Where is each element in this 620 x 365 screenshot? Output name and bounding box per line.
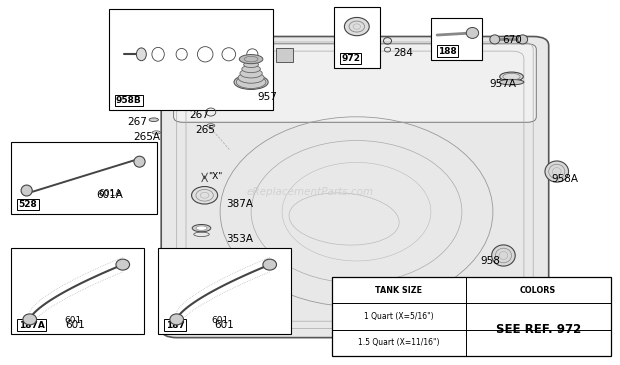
Ellipse shape <box>345 18 369 36</box>
Text: 601A: 601A <box>98 189 122 198</box>
Text: 601: 601 <box>64 316 82 324</box>
Text: eReplacementParts.com: eReplacementParts.com <box>246 187 374 197</box>
Text: 601: 601 <box>214 320 234 330</box>
Text: 957: 957 <box>257 92 277 102</box>
Ellipse shape <box>136 48 146 61</box>
Text: 601: 601 <box>65 320 85 330</box>
Ellipse shape <box>238 72 264 83</box>
Bar <box>276 48 293 62</box>
Text: 267: 267 <box>189 110 209 120</box>
Ellipse shape <box>490 35 500 44</box>
FancyBboxPatch shape <box>161 36 549 338</box>
Text: 957A: 957A <box>490 79 517 89</box>
Text: 670: 670 <box>502 35 522 45</box>
Ellipse shape <box>500 72 523 81</box>
Text: SEE REF. 972: SEE REF. 972 <box>495 323 581 336</box>
Text: COLORS: COLORS <box>520 286 556 295</box>
Ellipse shape <box>240 69 262 78</box>
Bar <box>11 248 144 334</box>
Ellipse shape <box>234 75 268 89</box>
Bar <box>334 7 380 68</box>
Ellipse shape <box>263 259 277 270</box>
Text: 265: 265 <box>195 124 215 135</box>
Text: 265A: 265A <box>133 132 161 142</box>
Ellipse shape <box>242 65 260 73</box>
FancyBboxPatch shape <box>174 44 536 122</box>
Ellipse shape <box>170 314 184 325</box>
Bar <box>108 9 273 109</box>
Text: 958A: 958A <box>552 174 579 184</box>
Text: 188: 188 <box>438 47 457 56</box>
Text: 528: 528 <box>19 200 37 209</box>
Ellipse shape <box>244 62 259 68</box>
Text: 187: 187 <box>166 320 184 330</box>
Bar <box>11 142 157 214</box>
Ellipse shape <box>23 314 37 325</box>
Text: 601A: 601A <box>96 190 123 200</box>
Ellipse shape <box>149 118 159 122</box>
Ellipse shape <box>196 226 207 230</box>
Ellipse shape <box>116 259 130 270</box>
Ellipse shape <box>134 156 145 167</box>
Bar <box>332 277 611 356</box>
Text: 353A: 353A <box>226 234 254 244</box>
Ellipse shape <box>492 245 515 266</box>
Ellipse shape <box>239 54 263 64</box>
Ellipse shape <box>192 224 211 232</box>
Text: 958: 958 <box>480 256 500 266</box>
Text: 284: 284 <box>394 48 414 58</box>
Ellipse shape <box>499 79 524 85</box>
Text: 387A: 387A <box>226 199 254 210</box>
Text: 187A: 187A <box>19 320 45 330</box>
Ellipse shape <box>466 27 479 38</box>
Ellipse shape <box>21 185 32 196</box>
Text: 958B: 958B <box>116 96 142 105</box>
Text: COLORS: COLORS <box>520 286 556 295</box>
Text: TANK SIZE: TANK SIZE <box>375 286 422 295</box>
Text: "X": "X" <box>208 172 222 181</box>
Bar <box>158 248 291 334</box>
Ellipse shape <box>192 187 218 204</box>
Text: 601: 601 <box>211 316 229 324</box>
Text: 972: 972 <box>341 54 360 63</box>
Text: 267: 267 <box>127 117 147 127</box>
Ellipse shape <box>545 161 569 182</box>
Text: 1 Quart (X=5/16"): 1 Quart (X=5/16") <box>364 312 433 321</box>
Ellipse shape <box>518 35 528 44</box>
Bar <box>431 18 482 60</box>
Text: 1.5 Quart (X=11/16"): 1.5 Quart (X=11/16") <box>358 338 440 347</box>
Ellipse shape <box>236 76 266 89</box>
